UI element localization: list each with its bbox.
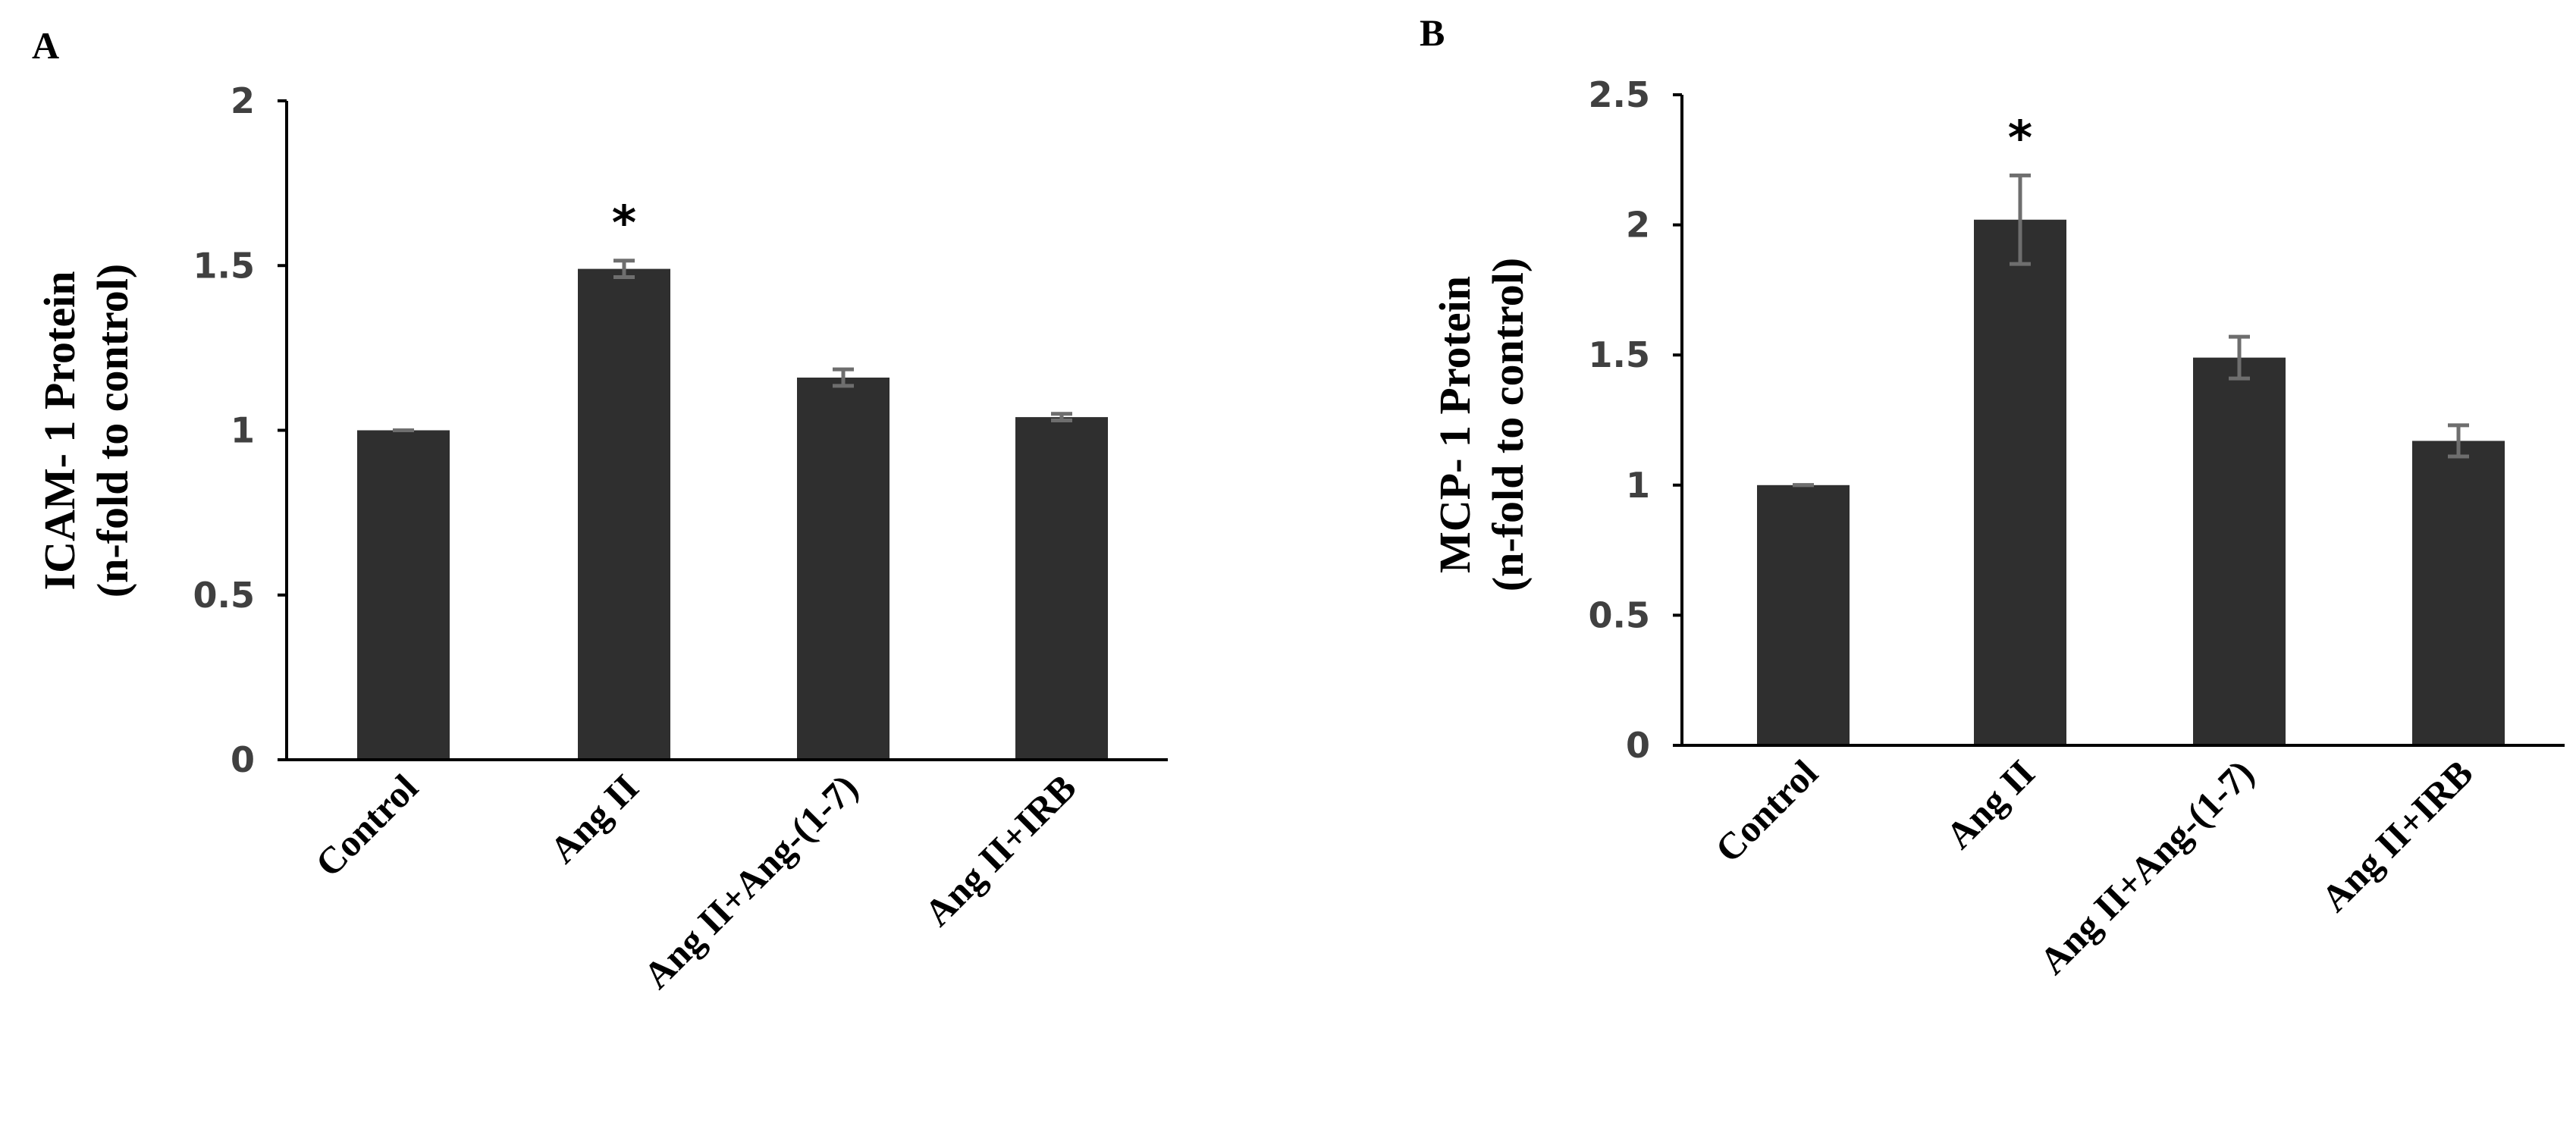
panel-a-error-bar-1 bbox=[613, 259, 635, 279]
panel-a-category-label-0: Control bbox=[307, 766, 426, 885]
panel-a-ytick-label-0: 0 bbox=[231, 739, 255, 780]
panel-b-ylabel-line1: MCP- 1 Protein bbox=[1430, 276, 1479, 573]
panel-b-ytick-label-0: 0 bbox=[1626, 725, 1650, 766]
panel-a-ytick-label-3: 1.5 bbox=[193, 245, 256, 286]
panel-a-bar-2 bbox=[797, 377, 890, 760]
panel-a-significance-1: * bbox=[612, 196, 636, 251]
panel-b-category-label-1: Ang II bbox=[1937, 751, 2043, 857]
panel-b-ytick-label-2: 1 bbox=[1626, 465, 1650, 506]
panel-a-ylabel-line1: ICAM- 1 Protein bbox=[35, 271, 84, 591]
panel-b-bar-0 bbox=[1757, 485, 1850, 745]
panel-b-error-bar-2 bbox=[2229, 334, 2250, 381]
panel-a-category-label-3: Ang II+IRB bbox=[916, 766, 1084, 934]
panel-a-ytick-label-2: 1 bbox=[231, 410, 255, 451]
panel-a-letter: A bbox=[32, 24, 59, 67]
panel-a-category-label-2: Ang II+Ang-(1-7) bbox=[635, 766, 865, 996]
panel-a-ytick-label-4: 2 bbox=[231, 80, 255, 121]
panel-a-bar-3 bbox=[1015, 417, 1108, 760]
panel-b-ylabel-line2: (n-fold to control) bbox=[1483, 258, 1533, 591]
panel-b-ytick-label-4: 2 bbox=[1626, 205, 1650, 246]
panel-b-bar-1 bbox=[1974, 219, 2066, 746]
panel-a-error-bar-3 bbox=[1051, 412, 1072, 422]
panel-a: A ICAM- 1 Protein (n-fold to control) * 0… bbox=[32, 24, 1168, 996]
panel-b-significance-1: * bbox=[2008, 110, 2032, 165]
panel-b-category-label-0: Control bbox=[1707, 751, 1826, 870]
panel-a-ytick-label-1: 0.5 bbox=[193, 575, 256, 616]
panel-b-category-label-2: Ang II+Ang-(1-7) bbox=[2031, 751, 2261, 982]
panel-b-error-bar-3 bbox=[2448, 423, 2469, 459]
panel-b-bar-3 bbox=[2412, 441, 2505, 745]
panel-a-ylabel-line2: (n-fold to control) bbox=[88, 264, 137, 597]
panel-b-letter: B bbox=[1420, 11, 1445, 54]
panel-b: B MCP- 1 Protein (n-fold to control) * 0 0… bbox=[1420, 11, 2565, 982]
panel-b-ytick-label-5: 2.5 bbox=[1589, 74, 1651, 115]
panel-a-category-label-1: Ang II bbox=[541, 766, 647, 871]
panel-b-ytick-label-1: 0.5 bbox=[1589, 594, 1651, 635]
panel-b-error-bar-1 bbox=[2010, 173, 2031, 266]
panel-a-bar-0 bbox=[357, 430, 450, 760]
panel-b-category-label-3: Ang II+IRB bbox=[2313, 751, 2481, 920]
panel-a-bar-1 bbox=[578, 268, 670, 761]
panel-a-error-bar-2 bbox=[833, 367, 854, 388]
panel-b-bar-2 bbox=[2193, 357, 2286, 745]
panel-b-ytick-label-3: 1.5 bbox=[1589, 334, 1651, 375]
